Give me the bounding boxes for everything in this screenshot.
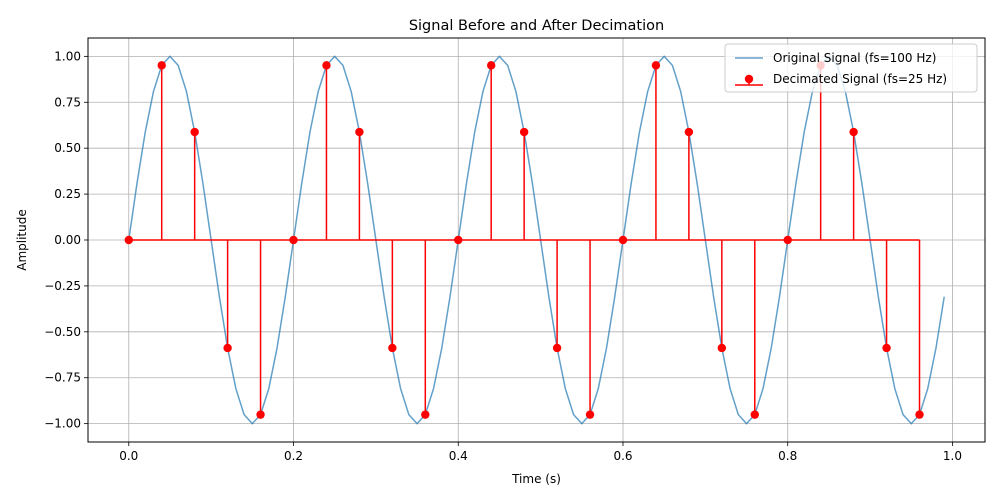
chart-title: Signal Before and After Decimation <box>409 18 664 34</box>
decimated-point <box>223 343 232 353</box>
x-tick-label: 0.4 <box>449 449 468 463</box>
y-tick-label: −0.25 <box>44 279 81 293</box>
decimated-point <box>618 235 628 245</box>
decimated-point <box>421 410 430 419</box>
x-tick-label: 0.2 <box>284 449 303 463</box>
original-signal-line <box>128 55 945 425</box>
legend-stem-marker <box>744 74 754 84</box>
decimated-point <box>519 127 529 137</box>
y-tick-label: −0.75 <box>44 371 81 385</box>
y-tick-label: 1.00 <box>54 49 81 63</box>
decimated-point <box>486 61 496 70</box>
decimated-point <box>190 127 199 137</box>
y-tick-label: 0.75 <box>54 95 81 109</box>
decimated-point <box>552 343 562 353</box>
decimated-point <box>355 127 364 137</box>
x-tick-label: 0.0 <box>119 449 138 463</box>
x-tick-label: 0.8 <box>778 449 797 463</box>
decimated-point <box>256 410 265 419</box>
decimated-point <box>322 61 331 70</box>
y-tick-label: −1.00 <box>44 417 81 431</box>
decimated-point <box>849 127 858 137</box>
decimated-point <box>454 235 463 245</box>
decimated-point <box>684 127 694 137</box>
decimated-point <box>783 235 792 245</box>
decimated-point <box>750 410 759 419</box>
decimated-point <box>717 343 727 353</box>
decimated-point <box>882 343 891 353</box>
y-tick-label: 0.25 <box>54 187 81 201</box>
decimated-point <box>915 410 924 419</box>
legend-label: Decimated Signal (fs=25 Hz) <box>773 72 947 86</box>
decimated-point <box>289 235 298 245</box>
y-tick-label: −0.50 <box>44 325 81 339</box>
y-tick-label: 0.50 <box>54 141 81 155</box>
x-axis-title: Time (s) <box>511 472 561 486</box>
decimated-point <box>157 61 166 70</box>
axis-ticks: 0.0 0.2 0.4 0.6 0.8 1.0 −1.00 −0.75 −0.50 −0.25 0.… <box>44 49 962 463</box>
decimated-point <box>585 410 595 419</box>
decimated-point <box>651 61 661 70</box>
decimated-point <box>388 343 397 353</box>
plot-area <box>124 55 945 425</box>
legend: Original Signal (fs=100 Hz) Decimated Sig… <box>724 43 978 93</box>
x-tick-label: 0.6 <box>613 449 632 463</box>
y-axis-title: Amplitude <box>15 209 29 271</box>
x-tick-label: 1.0 <box>943 449 962 463</box>
legend-box <box>724 43 978 93</box>
legend-label: Original Signal (fs=100 Hz) <box>773 51 936 65</box>
decimated-point <box>124 235 133 245</box>
y-tick-label: 0.00 <box>54 233 81 247</box>
